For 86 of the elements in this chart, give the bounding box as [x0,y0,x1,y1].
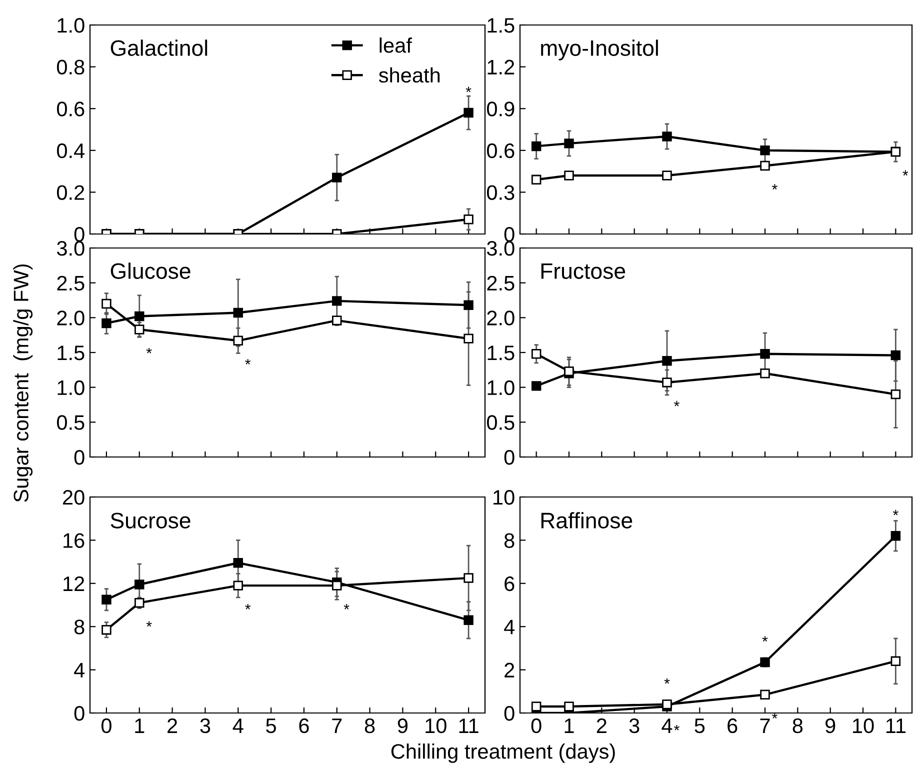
x-tick-label: 11 [459,718,478,733]
y-tick-label: 0.6 [56,102,84,116]
y-tick-label: 0.4 [56,143,85,158]
y-tick-label: 1.0 [58,18,84,33]
x-axis-title: Chilling treatment (days) [391,744,615,763]
y-tick-label: 10 [494,490,514,505]
x-tick-label: 2 [596,718,606,733]
y-tick-label: 8 [504,533,514,548]
y-tick-label: 12 [64,576,84,591]
x-tick-label: 4 [232,718,244,733]
y-tick-label: 3.0 [56,241,84,256]
x-tick-label: 8 [364,718,375,734]
y-tick-label: 1.0 [58,380,84,396]
y-tick-label: 0 [74,706,84,721]
y-tick-label: 0 [504,227,514,242]
annotation: * [762,636,768,642]
x-tick-label: 4 [662,718,672,733]
x-tick-label: 7 [332,718,342,733]
annotation: * [892,510,898,516]
annotation: * [146,348,152,354]
text: Galactinol [110,40,208,56]
text: Fructose [541,263,626,279]
x-tick-label: 0 [531,718,542,734]
x-tick-label: 10 [426,718,446,734]
y-tick-label: 1.5 [488,18,514,33]
y-tick-label: 2.0 [57,310,84,326]
annotation: * [664,678,670,684]
x-tick-label: 9 [826,718,836,734]
y-tick-label: 0 [504,706,514,721]
y-tick-label: 0 [504,450,514,465]
annotation: * [772,184,778,190]
y-tick-label: 0.2 [56,185,84,200]
y-tick-label: 1.5 [488,346,514,360]
y-tick-label: 1.5 [58,346,84,360]
annotation: * [772,713,778,718]
y-tick-label: 0.8 [56,60,84,75]
y-tick-label: 0.6 [486,143,514,158]
x-tick-label: 7 [760,718,770,733]
x-tick-label: 11 [886,718,906,733]
x-tick-label: 8 [792,718,803,734]
annotation: * [245,604,251,610]
x-tick-label: 6 [299,718,309,734]
y-tick-label: 1.0 [488,380,514,396]
annotation: * [344,604,350,610]
x-tick-label: 1 [135,718,144,733]
y-tick-label: 16 [64,533,84,548]
x-tick-label: 3 [629,718,640,734]
y-tick-label: 0.9 [486,102,514,116]
x-tick-label: 1 [564,718,574,733]
y-axis-title: Sugar content (mg/g FW) [13,264,33,502]
y-tick-label: 8 [74,620,84,634]
annotation: * [245,359,251,364]
y-tick-label: 0.3 [486,185,514,200]
x-tick-label: 6 [728,718,738,734]
y-tick-label: 4 [74,663,85,678]
annotation: * [466,86,472,92]
annotation: * [146,621,152,627]
y-tick-label: 20 [63,490,84,505]
text: Sucrose [110,512,190,528]
y-tick-label: 4 [504,620,515,634]
x-tick-label: 9 [398,718,408,734]
annotation: * [674,724,680,730]
y-tick-label: 0.5 [486,415,514,430]
legend-label: leaf [380,38,412,53]
x-tick-label: 2 [168,718,178,733]
text: Raffinose [541,512,632,528]
y-tick-label: 6 [504,576,514,592]
y-tick-label: 3.0 [486,241,514,256]
y-tick-label: 0 [74,227,84,242]
text: myo-Inositol [541,40,658,60]
y-tick-label: 0 [74,450,84,465]
annotation: * [674,400,680,406]
y-tick-label: 2 [504,662,514,678]
x-tick-label: 5 [694,718,705,734]
y-tick-label: 2.5 [487,276,514,291]
x-tick-label: 5 [266,718,276,734]
x-tick-label: 3 [200,718,210,734]
annotation: * [902,170,908,176]
y-tick-label: 1.2 [488,60,514,74]
x-tick-label: 10 [853,718,874,734]
legend-label: sheath [378,67,440,83]
y-tick-label: 2.0 [487,310,514,326]
x-tick-label: 0 [101,718,112,734]
y-tick-label: 2.5 [57,276,84,291]
text: Glucose [110,262,190,279]
y-tick-label: 0.5 [56,415,84,430]
